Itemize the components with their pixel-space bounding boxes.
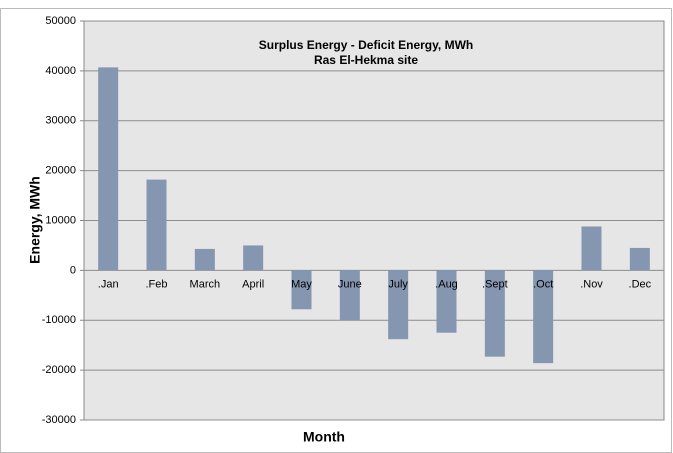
bar (98, 67, 119, 271)
x-tick-label: .Dec (629, 278, 652, 290)
x-tick-label: .Oct (533, 278, 553, 290)
x-tick-label: .Nov (580, 278, 603, 290)
bar (533, 270, 554, 364)
y-tick-label: 40000 (45, 65, 76, 77)
bar (291, 270, 312, 310)
chart-title: Surplus Energy - Deficit Energy, MWh (259, 38, 473, 52)
y-axis-title: Energy, MWh (27, 176, 43, 264)
x-tick-label: March (190, 278, 221, 290)
chart-subtitle: Ras El-Hekma site (314, 53, 418, 67)
y-tick-label: -30000 (42, 414, 76, 426)
x-tick-label: .Jan (98, 278, 119, 290)
bar (484, 270, 505, 357)
x-tick-label: .Sept (482, 278, 508, 290)
y-tick-label: 20000 (45, 165, 76, 177)
x-tick-label: July (388, 278, 408, 290)
bar (194, 248, 215, 271)
y-tick-label: 10000 (45, 214, 76, 226)
bar (629, 247, 650, 271)
bar (339, 270, 360, 321)
bar (146, 179, 167, 271)
bar (436, 270, 457, 333)
y-tick-label: 30000 (45, 115, 76, 127)
x-tick-label: .Feb (145, 278, 167, 290)
bar (581, 226, 602, 271)
y-tick-label: -10000 (42, 314, 76, 326)
y-tick-label: -20000 (42, 364, 76, 376)
x-tick-label: .Aug (435, 278, 458, 290)
bar (388, 270, 409, 340)
x-tick-label: May (291, 278, 312, 290)
x-axis-title: Month (303, 429, 345, 445)
x-tick-label: April (242, 278, 264, 290)
x-tick-label: June (338, 278, 362, 290)
bar (243, 245, 264, 271)
y-tick-label: 0 (70, 264, 76, 276)
y-tick-label: 50000 (45, 15, 76, 27)
